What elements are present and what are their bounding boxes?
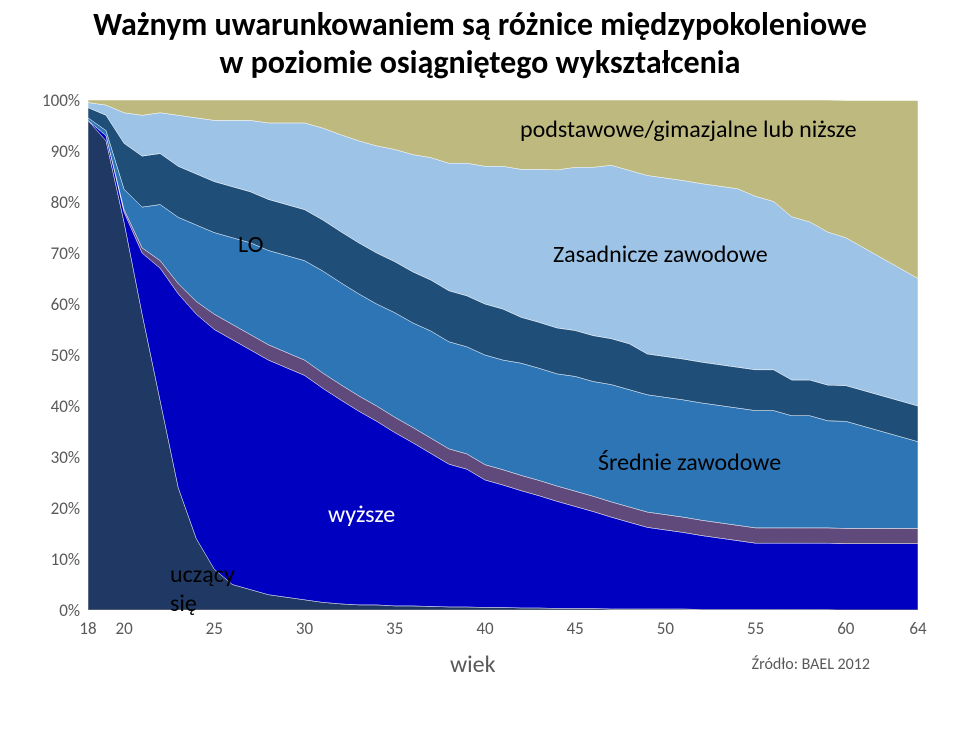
x-tick-label: 40 xyxy=(476,618,493,639)
plot-area: uczący sięwyższeŚrednie zawodoweLOZasadn… xyxy=(88,100,918,610)
page-title: Ważnym uwarunkowaniem są różnice międzyp… xyxy=(0,0,960,83)
x-tick-label: 45 xyxy=(567,618,584,639)
y-tick-label: 60% xyxy=(30,294,80,315)
chart-label: Zasadnicze zawodowe xyxy=(553,240,768,269)
y-tick-label: 0% xyxy=(30,600,80,621)
x-tick-label: 20 xyxy=(115,618,132,639)
x-tick-label: 30 xyxy=(296,618,313,639)
x-tick-label: 60 xyxy=(837,618,854,639)
y-tick-label: 100% xyxy=(30,90,80,111)
y-tick-label: 20% xyxy=(30,498,80,519)
x-tick-label: 18 xyxy=(79,618,96,639)
y-tick-label: 80% xyxy=(30,192,80,213)
title-line-2: w poziomie osiągniętego wykształcenia xyxy=(220,43,741,82)
y-tick-label: 70% xyxy=(30,243,80,264)
chart-label: Średnie zawodowe xyxy=(598,448,781,477)
y-tick-label: 90% xyxy=(30,141,80,162)
y-tick-label: 40% xyxy=(30,396,80,417)
x-tick-label: 35 xyxy=(386,618,403,639)
y-tick-label: 30% xyxy=(30,447,80,468)
title-line-1: Ważnym uwarunkowaniem są różnice międzyp… xyxy=(93,5,867,44)
source-text: Źródło: BAEL 2012 xyxy=(752,655,870,674)
area-chart-svg xyxy=(88,100,918,610)
chart-label: uczący się xyxy=(170,560,235,618)
chart-container: 0%10%20%30%40%50%60%70%80%90%100% uczący… xyxy=(30,100,930,660)
chart-label: podstawowe/gimazjalne lub niższe xyxy=(520,115,857,144)
chart-label: LO xyxy=(238,230,263,259)
y-tick-label: 50% xyxy=(30,345,80,366)
x-tick-label: 64 xyxy=(909,618,926,639)
x-axis-title: wiek xyxy=(450,650,496,679)
x-tick-label: 50 xyxy=(657,618,674,639)
chart-label: wyższe xyxy=(328,500,395,529)
x-tick-label: 25 xyxy=(206,618,223,639)
y-tick-label: 10% xyxy=(30,549,80,570)
x-tick-label: 55 xyxy=(747,618,764,639)
